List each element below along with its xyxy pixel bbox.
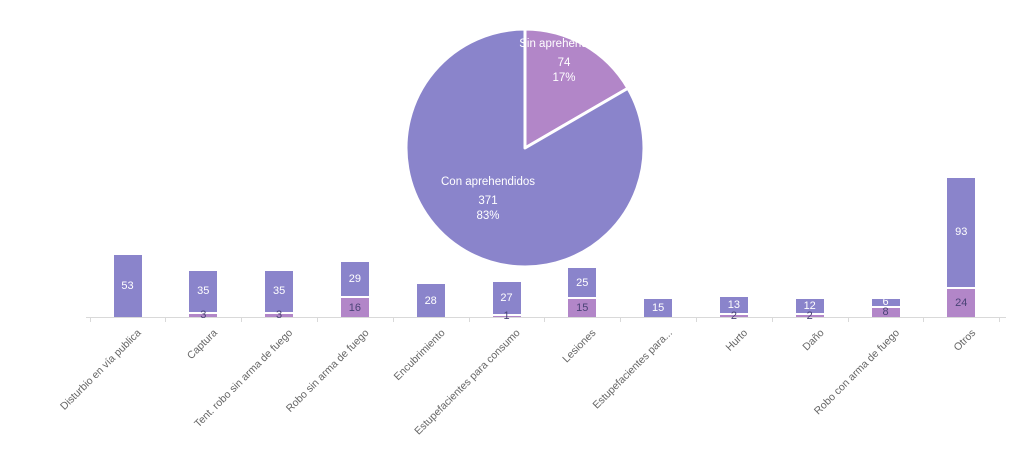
- bar-1: 53: [113, 254, 142, 317]
- bar-8: 15: [644, 299, 673, 317]
- bar-segment-con-aprehendidos[interactable]: 53: [113, 254, 142, 317]
- bar-3: 3 35: [265, 270, 294, 321]
- pie-slice-name: Sin aprehendidos: [519, 38, 609, 50]
- bar-value-label-con: 13: [727, 299, 741, 312]
- pie-slice-percent: 83%: [476, 210, 500, 223]
- x-axis-tick: [165, 317, 167, 322]
- x-axis-tick: [999, 317, 1001, 322]
- category-label: Daño: [799, 327, 827, 354]
- bar-segment-sin-aprehendidos[interactable]: 15: [568, 299, 597, 317]
- bar-value-label-con: 93: [955, 226, 968, 239]
- pie-svg: [404, 27, 646, 269]
- bar-value-label-sin: 3: [276, 309, 283, 322]
- bar-segment-sin-aprehendidos[interactable]: 1: [492, 310, 521, 322]
- bar-segment-con-aprehendidos[interactable]: 29: [340, 262, 369, 297]
- bar-2: 3 35: [189, 270, 218, 321]
- bar-value-label-con: 35: [272, 285, 286, 297]
- x-axis-tick: [468, 317, 470, 322]
- x-axis-tick: [317, 317, 318, 322]
- bar-value-label-sin: 16: [348, 301, 362, 314]
- bar-value-label-sin: 8: [882, 306, 889, 319]
- bar-value-label-sin: 2: [806, 309, 813, 322]
- category-label: Estupefacientes para...: [590, 327, 675, 412]
- x-axis-tick: [241, 317, 243, 322]
- pie-label-sin-aprehendidos: Sin aprehendidos 74 17%: [516, 37, 612, 87]
- bar-segment-con-aprehendidos[interactable]: 93: [947, 178, 976, 287]
- bar-segment-sin-aprehendidos[interactable]: 24: [947, 288, 976, 317]
- bar-value-label-sin: 15: [576, 302, 589, 315]
- bar-segment-con-aprehendidos[interactable]: 15: [644, 299, 673, 317]
- bar-segment-sin-aprehendidos[interactable]: 16: [340, 298, 369, 317]
- category-label: Robo sin arma de fuego: [283, 327, 372, 415]
- bar-value-label-sin: 3: [200, 309, 207, 322]
- pie-slice-con-aprehendidos[interactable]: [404, 27, 646, 269]
- category-label: Lesiones: [560, 327, 599, 366]
- pie-slice-sin-aprehendidos[interactable]: [523, 27, 630, 150]
- category-label: Disturbio en vía publica: [58, 327, 144, 413]
- pie-slice-percent: 17%: [552, 72, 576, 85]
- bar-value-label-con: 25: [576, 276, 589, 289]
- bar-segment-sin-aprehendidos[interactable]: 8: [871, 306, 900, 319]
- pie-label-con-aprehendidos: Con aprehendidos 371 83%: [440, 175, 536, 225]
- bar-value-label-con: 27: [500, 292, 513, 305]
- bar-value-label-con: 29: [348, 273, 362, 286]
- bar-value-label-con: 12: [803, 299, 816, 312]
- bar-segment-con-aprehendidos[interactable]: 25: [568, 268, 597, 298]
- bar-segment-con-aprehendidos[interactable]: 35: [189, 270, 218, 312]
- bar-value-label-sin: 1: [503, 310, 510, 323]
- x-axis-tick: [392, 317, 394, 322]
- bar-value-label-sin: 24: [955, 296, 968, 309]
- bar-segment-sin-aprehendidos[interactable]: 3: [189, 309, 218, 321]
- bar-6: 1 27: [492, 282, 521, 322]
- bar-value-label-con: 28: [424, 294, 437, 307]
- bar-segment-con-aprehendidos[interactable]: 12: [795, 298, 824, 313]
- category-label: Captura: [184, 327, 220, 362]
- bar-segment-con-aprehendidos[interactable]: 28: [416, 284, 445, 317]
- x-axis-tick: [620, 317, 622, 322]
- category-label: Encubrimiento: [391, 327, 448, 383]
- bar-value-label-con: 53: [121, 279, 134, 292]
- bar-value-label-con: 6: [882, 296, 889, 309]
- bar-segment-sin-aprehendidos[interactable]: 2: [795, 310, 824, 322]
- bar-5: 28: [416, 284, 445, 317]
- bar-value-label-con: 15: [651, 302, 665, 315]
- bar-9: 2 13: [719, 297, 748, 322]
- bar-segment-con-aprehendidos[interactable]: 27: [492, 282, 521, 314]
- bar-10: 2 12: [795, 298, 824, 322]
- x-axis-line: [86, 317, 1006, 318]
- x-axis-tick: [696, 317, 697, 322]
- bar-segment-sin-aprehendidos[interactable]: 2: [719, 310, 748, 322]
- bar-value-label-sin: 2: [730, 309, 737, 322]
- bar-segment-sin-aprehendidos[interactable]: 3: [265, 309, 294, 321]
- x-axis-tick: [544, 317, 546, 322]
- x-axis-tick: [771, 317, 773, 322]
- bar-segment-con-aprehendidos[interactable]: 6: [871, 296, 900, 309]
- bar-4: 16 29: [340, 262, 369, 317]
- x-axis-tick: [923, 317, 925, 322]
- pie-slice-name: Con aprehendidos: [441, 176, 535, 188]
- bar-segment-con-aprehendidos[interactable]: 13: [719, 297, 748, 313]
- bar-7: 15 25: [568, 268, 597, 317]
- bar-12: 24 93: [947, 178, 976, 317]
- x-axis-tick: [847, 317, 849, 322]
- bar-value-label-con: 35: [197, 285, 210, 297]
- pie-slice-value: 74: [557, 57, 571, 70]
- category-label: Hurto: [723, 327, 751, 354]
- pie-slice-value: 371: [478, 195, 498, 208]
- x-axis-tick: [89, 317, 91, 322]
- category-label: Robo con arma de fuego: [811, 327, 902, 418]
- pie-chart: Sin aprehendidos 74 17% Con aprehendidos…: [404, 27, 646, 269]
- category-label: Otros: [951, 327, 978, 354]
- bar-segment-con-aprehendidos[interactable]: 35: [265, 270, 294, 312]
